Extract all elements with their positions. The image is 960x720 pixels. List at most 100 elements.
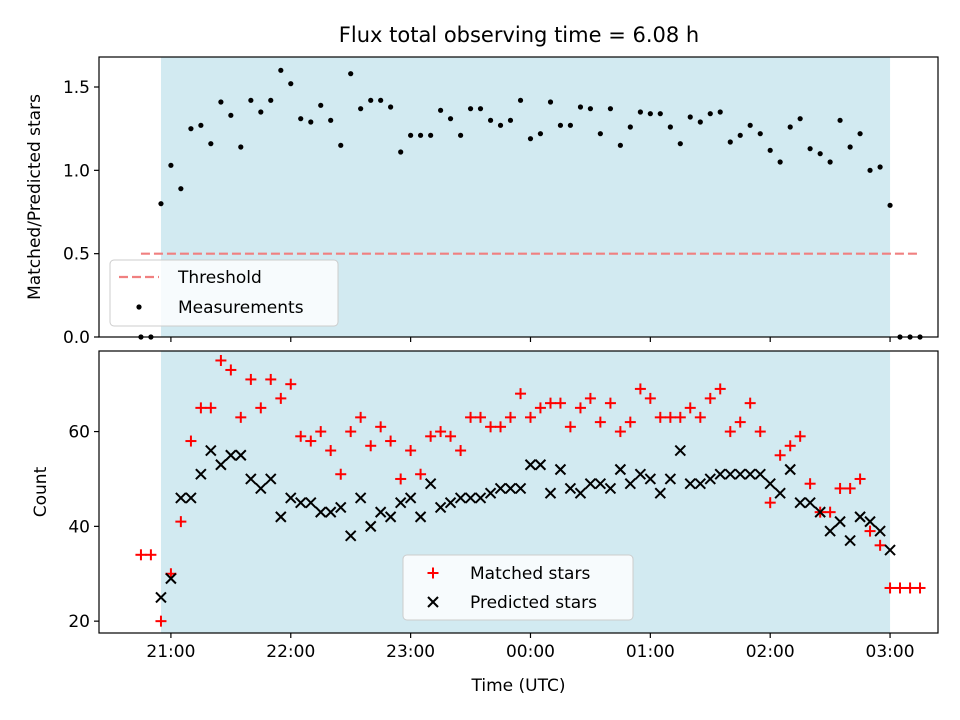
legend-predicted-label: Predicted stars bbox=[470, 593, 597, 613]
measurement-point bbox=[417, 132, 424, 138]
measurement-point bbox=[577, 104, 584, 110]
predicted-star-point bbox=[834, 515, 846, 528]
matched-star-point bbox=[754, 426, 766, 438]
predicted-star-point bbox=[424, 477, 437, 490]
predicted-star-point bbox=[285, 492, 297, 504]
matched-star-point bbox=[764, 497, 776, 509]
predicted-star-point bbox=[774, 487, 786, 499]
measurement-point bbox=[358, 106, 364, 112]
matched-star-point bbox=[185, 435, 197, 447]
matched-star-point bbox=[724, 426, 736, 438]
predicted-star-point bbox=[864, 515, 876, 528]
matched-star-point bbox=[375, 421, 387, 433]
matched-star-point bbox=[355, 411, 367, 423]
measurement-point bbox=[837, 117, 843, 123]
y-axis-label: Matched/Predicted stars bbox=[25, 94, 45, 300]
matched-star-point bbox=[305, 435, 317, 447]
matched-star-point bbox=[265, 373, 277, 385]
predicted-star-point bbox=[354, 492, 367, 504]
measurement-point bbox=[657, 111, 663, 117]
legend-measurements-swatch bbox=[136, 304, 142, 310]
x-tick-label: 03:00 bbox=[866, 642, 915, 662]
predicted-star-point bbox=[335, 501, 347, 514]
matched-star-point bbox=[524, 411, 536, 423]
measurement-point bbox=[697, 119, 703, 125]
predicted-star-point bbox=[554, 463, 567, 476]
measurement-point bbox=[208, 141, 214, 147]
matched-star-point bbox=[734, 416, 746, 428]
measurement-point bbox=[717, 109, 723, 115]
matched-star-point bbox=[854, 473, 866, 485]
predicted-star-point bbox=[724, 468, 736, 480]
measurement-point bbox=[447, 116, 454, 122]
measurement-point bbox=[747, 122, 753, 128]
predicted-star-point bbox=[644, 473, 657, 485]
predicted-star-point bbox=[305, 496, 317, 509]
predicted-star-point bbox=[874, 525, 886, 537]
measurement-point bbox=[408, 132, 414, 138]
matched-star-point bbox=[255, 402, 267, 414]
measurement-point bbox=[268, 97, 274, 103]
y-axis-label: Count bbox=[31, 466, 51, 517]
predicted-star-point bbox=[664, 473, 677, 485]
legend-matched-swatch bbox=[427, 567, 439, 579]
predicted-star-point bbox=[584, 477, 597, 490]
measurement-point bbox=[158, 201, 164, 207]
measurement-point bbox=[797, 116, 803, 122]
x-tick-label: 01:00 bbox=[626, 642, 675, 662]
predicted-star-point bbox=[344, 530, 357, 542]
predicted-star-point bbox=[504, 482, 517, 495]
measurement-point bbox=[537, 131, 544, 137]
matched-star-point bbox=[475, 411, 487, 423]
matched-star-point bbox=[285, 378, 297, 390]
measurement-point bbox=[487, 117, 494, 123]
predicted-star-point bbox=[195, 468, 207, 480]
measurement-point bbox=[378, 97, 384, 103]
count-panel: 20 40 60 21:00 22:00 23:00 00:00 01:00 02:00 03:0… bbox=[31, 350, 939, 696]
y-tick-label: 0.0 bbox=[63, 328, 90, 348]
measurement-point bbox=[278, 67, 284, 73]
legend-predicted-swatch bbox=[427, 596, 439, 608]
predicted-star-point bbox=[324, 506, 337, 518]
measurement-point bbox=[188, 126, 194, 132]
measurement-point bbox=[318, 102, 324, 108]
matched-star-point bbox=[465, 411, 477, 423]
matched-star-point bbox=[794, 430, 806, 442]
measurement-point bbox=[238, 144, 244, 150]
predicted-star-point bbox=[315, 506, 327, 518]
measurement-point bbox=[847, 144, 853, 150]
matched-star-point bbox=[704, 392, 716, 404]
matched-star-point bbox=[604, 397, 616, 409]
measurement-point bbox=[667, 124, 673, 130]
y-tick-label: 0.5 bbox=[63, 245, 90, 265]
predicted-star-point bbox=[165, 572, 177, 585]
predicted-star-point bbox=[634, 468, 647, 480]
measurement-point bbox=[507, 117, 514, 123]
measurement-point bbox=[867, 167, 873, 173]
figure-title: Flux total observing time = 6.08 h bbox=[339, 23, 699, 47]
measurement-point bbox=[567, 122, 573, 128]
predicted-star-point bbox=[884, 544, 896, 556]
matched-star-point bbox=[684, 402, 696, 414]
x-tick-label: 23:00 bbox=[386, 642, 435, 662]
predicted-star-point bbox=[804, 496, 816, 509]
matched-star-point bbox=[914, 582, 926, 594]
matched-star-point bbox=[335, 468, 347, 480]
matched-star-point bbox=[215, 354, 227, 366]
matched-star-point bbox=[175, 516, 187, 528]
matched-star-point bbox=[485, 421, 497, 433]
measurement-point bbox=[547, 99, 554, 105]
measurement-point bbox=[767, 147, 773, 153]
measurement-point bbox=[437, 107, 444, 113]
measurement-point bbox=[218, 99, 224, 105]
predicted-star-point bbox=[734, 468, 746, 480]
predicted-star-point bbox=[394, 496, 407, 509]
predicted-star-point bbox=[624, 477, 637, 490]
predicted-star-point bbox=[255, 482, 267, 495]
matched-star-point bbox=[804, 478, 816, 490]
legend: Threshold Measurements bbox=[109, 259, 339, 327]
predicted-star-point bbox=[574, 487, 587, 499]
predicted-star-point bbox=[365, 520, 377, 533]
axes-frame bbox=[98, 56, 939, 338]
matched-star-point bbox=[644, 392, 656, 404]
